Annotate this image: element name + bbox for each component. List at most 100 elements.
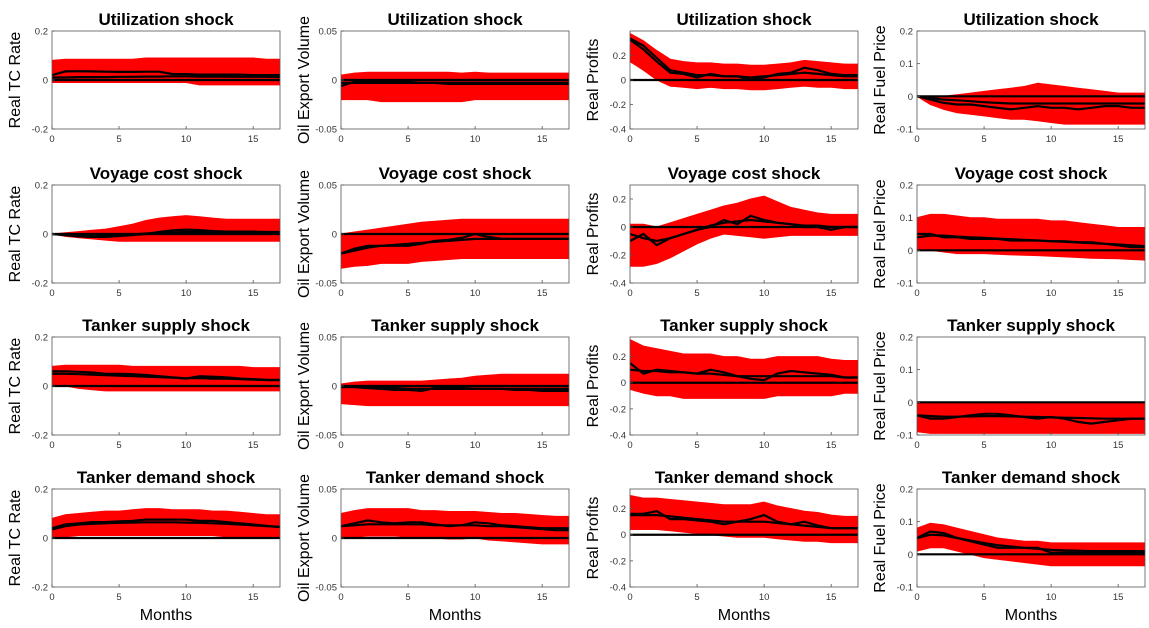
- x-axis-label: Months: [718, 607, 770, 624]
- y-tick-label: -0.2: [32, 279, 48, 290]
- y-tick-label: 0: [332, 230, 337, 241]
- x-tick-label: 15: [1113, 134, 1124, 145]
- y-tick-label: -0.05: [315, 279, 337, 290]
- y-tick-label: 0.2: [613, 51, 626, 62]
- x-tick-label: 10: [1046, 288, 1057, 299]
- x-tick-label: 10: [470, 288, 481, 299]
- x-tick-label: 0: [914, 134, 919, 145]
- y-tick-label: -0.1: [897, 279, 913, 290]
- axes-box: [916, 488, 1146, 588]
- y-tick-label: 0: [332, 382, 337, 393]
- subplot-2-2: -0.4 -0.2 0 0.2 0 5 10 15 Tanker supply shock Rea…: [585, 316, 859, 451]
- subplot-title: Voyage cost shock: [90, 164, 243, 183]
- y-tick-label: 0: [332, 534, 337, 545]
- x-tick-label: 5: [405, 440, 410, 451]
- subplot-1-2: -0.4 -0.2 0 0.2 0 5 10 15 Voyage cost shock Real …: [585, 164, 859, 299]
- y-tick-label: 0.05: [319, 27, 338, 38]
- y-tick-label: 0.2: [900, 27, 913, 38]
- response-line-2: [52, 372, 280, 382]
- confidence-band: [341, 71, 569, 103]
- response-line-2: [630, 368, 858, 379]
- y-tick-label: -0.2: [610, 100, 626, 111]
- x-tick-label: 15: [537, 592, 548, 603]
- y-tick-label: -0.1: [897, 125, 913, 136]
- response-line-2: [52, 521, 280, 531]
- subplot-3-2: -0.4 -0.2 0 0.2 0 5 10 15 Tanker demand shock Rea…: [585, 468, 859, 624]
- x-tick-label: 15: [537, 134, 548, 145]
- y-axis-label: Real TC Rate: [7, 32, 24, 129]
- x-tick-label: 0: [49, 134, 54, 145]
- x-tick-label: 15: [248, 288, 259, 299]
- x-tick-label: 5: [981, 440, 986, 451]
- response-line-1: [52, 70, 280, 77]
- x-axis-label: Months: [429, 607, 481, 624]
- x-tick-label: 5: [981, 592, 986, 603]
- y-tick-label: 0: [43, 230, 48, 241]
- response-line-2: [341, 523, 569, 532]
- response-line-2: [917, 234, 1145, 248]
- subplot-title: Tanker demand shock: [366, 468, 545, 487]
- y-tick-label: 0.1: [900, 517, 913, 528]
- y-axis-label: Oil Export Volume: [296, 474, 313, 602]
- x-tick-label: 10: [470, 440, 481, 451]
- y-axis-label: Oil Export Volume: [296, 16, 313, 144]
- response-line-2: [630, 514, 858, 530]
- y-tick-label: 0: [621, 76, 626, 87]
- y-tick-label: 0.2: [35, 27, 48, 38]
- x-tick-label: 15: [248, 134, 259, 145]
- subplot-title: Tanker supply shock: [947, 316, 1115, 335]
- x-tick-label: 0: [627, 134, 632, 145]
- y-axis-label: Oil Export Volume: [296, 170, 313, 298]
- y-tick-label: -0.05: [315, 125, 337, 136]
- subplot-title: Tanker demand shock: [655, 468, 834, 487]
- x-tick-label: 10: [470, 592, 481, 603]
- x-tick-label: 10: [759, 134, 770, 145]
- y-axis-label: Real Profits: [585, 39, 602, 122]
- x-tick-label: 0: [627, 592, 632, 603]
- y-tick-label: 0.2: [35, 485, 48, 496]
- y-tick-label: 0: [621, 530, 626, 541]
- x-tick-label: 15: [537, 288, 548, 299]
- x-tick-label: 10: [759, 288, 770, 299]
- x-tick-label: 0: [338, 288, 343, 299]
- subplot-title: Tanker demand shock: [77, 468, 256, 487]
- response-line-1: [630, 38, 858, 82]
- y-tick-label: 0: [908, 246, 913, 257]
- y-tick-label: 0: [621, 223, 626, 234]
- y-tick-label: 0: [908, 550, 913, 561]
- x-tick-label: 15: [1113, 440, 1124, 451]
- x-tick-label: 15: [826, 592, 837, 603]
- x-tick-label: 5: [405, 134, 410, 145]
- x-tick-label: 5: [405, 592, 410, 603]
- x-tick-label: 5: [116, 288, 121, 299]
- x-tick-label: 0: [338, 440, 343, 451]
- y-tick-label: 0.1: [900, 365, 913, 376]
- subplot-title: Utilization shock: [676, 10, 812, 29]
- axes-box: [916, 184, 1146, 284]
- x-tick-label: 15: [248, 592, 259, 603]
- x-tick-label: 0: [338, 134, 343, 145]
- subplot-title: Tanker supply shock: [82, 316, 250, 335]
- y-tick-label: 0: [43, 534, 48, 545]
- x-tick-label: 0: [914, 592, 919, 603]
- x-tick-label: 0: [49, 440, 54, 451]
- y-axis-label: Real Profits: [585, 193, 602, 276]
- y-axis-label: Real TC Rate: [7, 338, 24, 435]
- axes-box: [916, 30, 1146, 130]
- y-tick-label: -0.2: [610, 251, 626, 262]
- y-tick-label: -0.1: [897, 431, 913, 442]
- x-tick-label: 10: [181, 134, 192, 145]
- x-axis-label: Months: [1005, 607, 1057, 624]
- y-tick-label: 0: [43, 76, 48, 87]
- response-line-2: [917, 533, 1145, 553]
- y-tick-label: 0.2: [35, 333, 48, 344]
- y-axis-label: Real Profits: [585, 345, 602, 428]
- subplot-title: Voyage cost shock: [955, 164, 1108, 183]
- x-tick-label: 0: [914, 440, 919, 451]
- confidence-band: [630, 494, 858, 544]
- x-tick-label: 0: [627, 440, 632, 451]
- x-tick-label: 15: [1113, 288, 1124, 299]
- x-tick-label: 15: [248, 440, 259, 451]
